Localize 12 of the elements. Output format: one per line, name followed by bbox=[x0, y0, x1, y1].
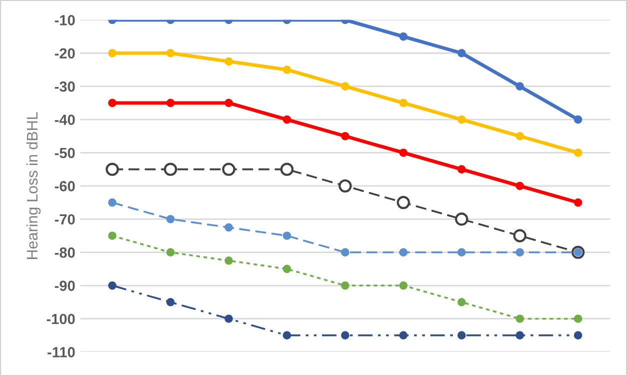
y-axis-title: Hearing Loss in dBHL bbox=[26, 112, 41, 259]
y-tick-label: -10 bbox=[54, 15, 75, 26]
y-tick-label: -70 bbox=[54, 214, 75, 225]
y-tick-label: -100 bbox=[46, 314, 75, 324]
y-tick-label: -50 bbox=[54, 148, 75, 158]
y-tick-label: -80 bbox=[54, 247, 75, 258]
y-tick-label: -40 bbox=[54, 114, 75, 125]
y-tick-label: -90 bbox=[54, 280, 75, 291]
y-tick-label: -110 bbox=[48, 347, 75, 358]
y-tick-label: -20 bbox=[54, 48, 75, 59]
y-tick-label: -60 bbox=[54, 181, 75, 192]
y-tick-label: -30 bbox=[54, 81, 75, 92]
